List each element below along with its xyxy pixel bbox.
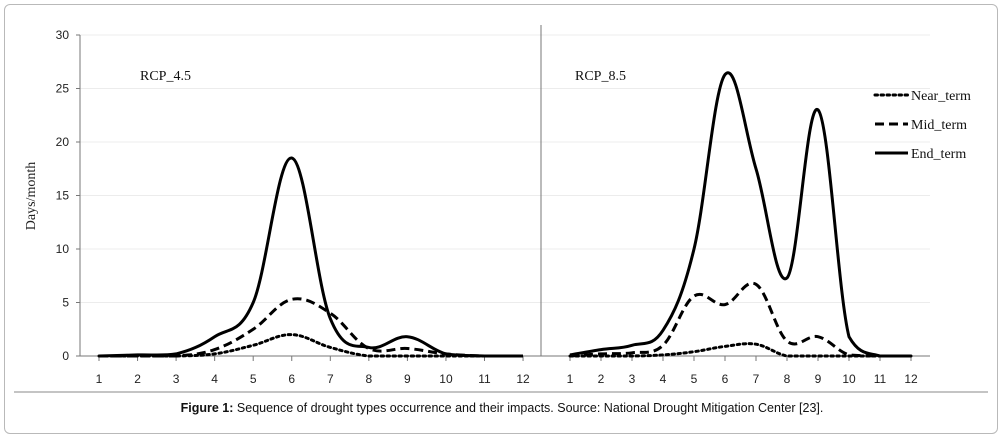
series-line-near-term bbox=[97, 333, 525, 358]
y-tick-label: 25 bbox=[56, 82, 70, 96]
caption-text: Sequence of drought types occurrence and… bbox=[233, 401, 824, 415]
x-tick-label: 4 bbox=[211, 372, 218, 386]
y-tick-label: 15 bbox=[56, 189, 70, 203]
y-tick-label: 5 bbox=[62, 296, 69, 310]
x-tick-label: 5 bbox=[250, 372, 257, 386]
y-tick-label: 30 bbox=[56, 28, 70, 42]
x-tick-label: 10 bbox=[842, 372, 856, 386]
x-tick-label: 7 bbox=[327, 372, 334, 386]
series-line-near-term bbox=[568, 342, 913, 358]
panel-label: RCP_4.5 bbox=[140, 69, 191, 84]
legend-label: Mid_term bbox=[911, 118, 967, 133]
x-tick-label: 9 bbox=[404, 372, 411, 386]
legend-label: End_term bbox=[911, 147, 966, 162]
x-tick-label: 7 bbox=[753, 372, 760, 386]
x-tick-label: 12 bbox=[904, 372, 918, 386]
figure-caption: Figure 1: Sequence of drought types occu… bbox=[0, 401, 1004, 415]
x-tick-label: 11 bbox=[478, 372, 491, 386]
x-tick-label: 6 bbox=[722, 372, 729, 386]
y-tick-label: 20 bbox=[56, 135, 70, 149]
x-tick-label: 6 bbox=[288, 372, 295, 386]
legend-label: Near_term bbox=[911, 89, 971, 104]
x-tick-label: 8 bbox=[784, 372, 791, 386]
series-line-mid-term bbox=[99, 297, 523, 358]
x-tick-label: 1 bbox=[567, 372, 574, 386]
x-tick-label: 1 bbox=[96, 372, 103, 386]
x-tick-label: 2 bbox=[598, 372, 605, 386]
caption-label: Figure 1: bbox=[180, 401, 234, 415]
series-line-mid-term bbox=[569, 281, 911, 358]
x-tick-label: 9 bbox=[815, 372, 822, 386]
x-tick-label: 4 bbox=[660, 372, 667, 386]
series-line-end-term bbox=[569, 71, 911, 358]
x-tick-label: 3 bbox=[629, 372, 636, 386]
y-axis-label: Days/month bbox=[24, 162, 39, 230]
figure-frame bbox=[4, 4, 998, 434]
x-tick-label: 3 bbox=[173, 372, 180, 386]
x-tick-label: 5 bbox=[691, 372, 698, 386]
x-tick-label: 8 bbox=[366, 372, 373, 386]
x-tick-label: 12 bbox=[516, 372, 530, 386]
y-tick-label: 0 bbox=[62, 349, 69, 363]
series-line-end-term bbox=[98, 156, 523, 358]
panel-label: RCP_8.5 bbox=[575, 69, 626, 84]
x-tick-label: 2 bbox=[134, 372, 141, 386]
x-tick-label: 11 bbox=[874, 372, 887, 386]
y-tick-label: 10 bbox=[56, 242, 70, 256]
x-tick-label: 10 bbox=[439, 372, 453, 386]
